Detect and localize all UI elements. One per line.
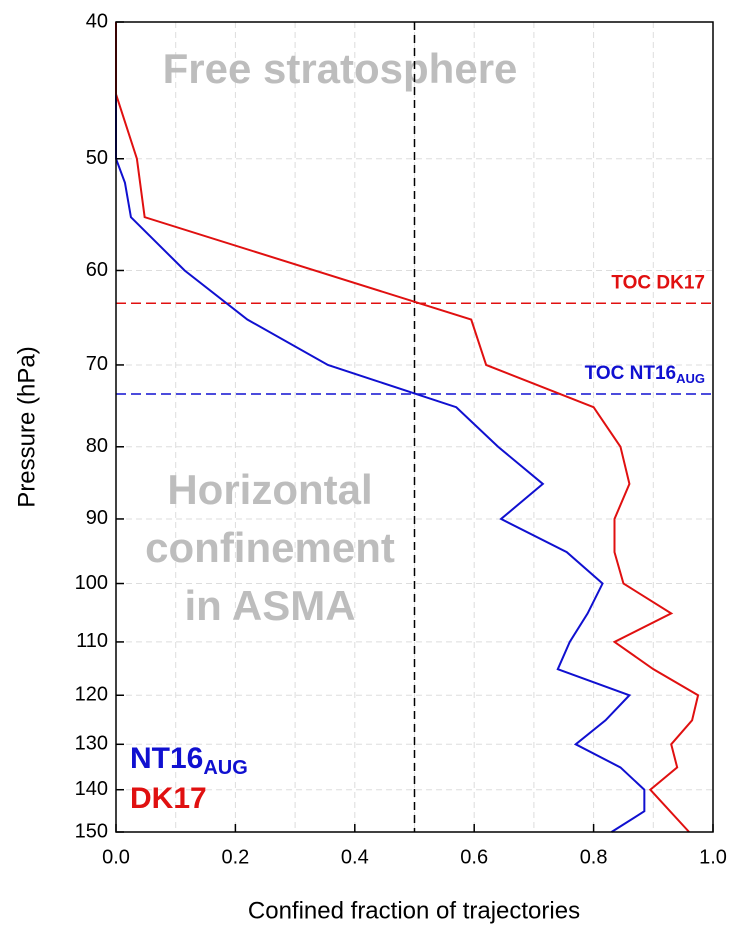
y-tick-label: 140 — [75, 778, 108, 800]
legend-name: NT16 — [130, 742, 203, 775]
toc-label-text: TOC NT16 — [585, 363, 677, 384]
x-tick-label: 0.2 — [221, 846, 249, 868]
y-tick-label: 150 — [75, 820, 108, 842]
y-tick-label: 120 — [75, 684, 108, 706]
x-tick-label: 0.0 — [102, 846, 130, 868]
y-tick-label: 130 — [75, 733, 108, 755]
x-tick-label: 1.0 — [699, 846, 727, 868]
x-tick-label: 0.4 — [341, 846, 369, 868]
plot-frame — [115, 21, 714, 833]
y-tick-label: 50 — [86, 147, 108, 169]
region-label: Free stratosphere — [163, 45, 518, 92]
y-axis-label: Pressure (hPa) — [13, 346, 40, 507]
y-tick-label: 90 — [86, 507, 108, 529]
series-line — [115, 22, 700, 833]
legend-sub: AUG — [203, 757, 247, 779]
y-tick-label: 80 — [86, 435, 108, 457]
y-tick-label: 100 — [75, 572, 108, 594]
toc-label: TOC DK17 — [611, 272, 705, 293]
x-tick-label: 0.6 — [460, 846, 488, 868]
legend-name: DK17 — [130, 782, 207, 815]
region-label: in ASMA — [184, 582, 355, 629]
x-axis-label: Confined fraction of trajectories — [248, 897, 580, 924]
region-label: confinement — [145, 524, 395, 571]
legend-entry: DK17 — [130, 782, 207, 815]
series-line — [115, 22, 646, 833]
region-label: Horizontal — [167, 466, 372, 513]
y-tick-label: 60 — [86, 259, 108, 281]
y-tick-label: 110 — [76, 630, 108, 652]
y-tick-label: 40 — [86, 10, 108, 32]
toc-label-sub: AUG — [676, 371, 705, 386]
legend-entry: NT16AUG — [130, 742, 248, 779]
y-tick-label: 70 — [86, 353, 108, 375]
toc-label: TOC NT16AUG — [585, 363, 705, 386]
x-tick-label: 0.8 — [580, 846, 608, 868]
toc-label-text: TOC DK17 — [611, 272, 705, 293]
